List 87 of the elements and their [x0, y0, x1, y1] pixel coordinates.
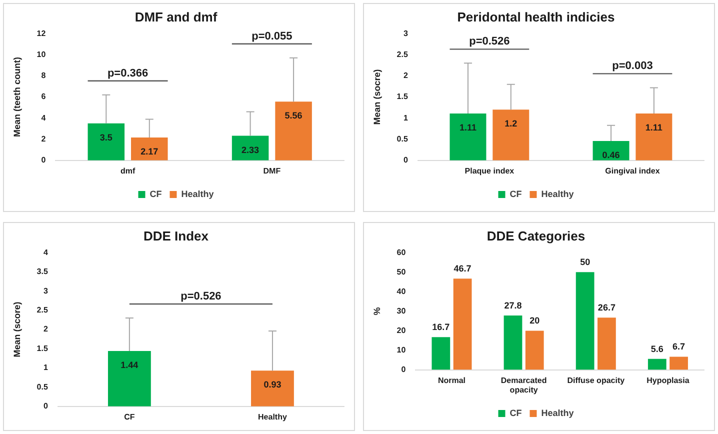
y-tick-label: 4: [43, 248, 48, 257]
y-tick-label: 0: [401, 365, 406, 374]
y-tick-label: 10: [36, 50, 46, 59]
y-tick-label: 3: [403, 28, 408, 38]
x-tick-label: Diffuse opacity: [567, 376, 626, 385]
annotation: p=0.366: [107, 67, 148, 80]
y-tick-label: 0: [43, 402, 48, 411]
data-label: 20: [530, 316, 540, 326]
bar: [670, 356, 688, 370]
x-tick-label: Demarcated opacity: [500, 376, 547, 394]
y-axis-title: Mean (socre): [372, 69, 382, 125]
bar: [525, 330, 544, 370]
y-tick-label: 20: [396, 326, 406, 335]
chart-title: DDE Categories: [486, 228, 586, 244]
bar: [453, 278, 472, 370]
data-label: 46.7: [454, 264, 472, 274]
legend-label: Healthy: [541, 188, 574, 199]
chart-title: Peridontal health indicies: [457, 9, 615, 24]
y-tick-label: 8: [41, 71, 46, 80]
legend-label: Healthy: [181, 188, 214, 199]
data-label: 0.93: [264, 380, 282, 390]
data-label: 1.44: [120, 360, 138, 370]
annotation: p=0.003: [612, 60, 653, 72]
y-tick-label: 2: [41, 134, 46, 144]
bar: [648, 358, 666, 370]
y-tick-label: 2: [43, 324, 48, 334]
y-tick-label: 2: [403, 71, 408, 80]
data-label: 50: [580, 257, 590, 268]
x-tick-label: Normal: [438, 376, 466, 385]
data-label: 3.5: [100, 132, 112, 142]
y-tick-label: 0: [41, 156, 46, 165]
data-label: 2.17: [140, 146, 158, 156]
x-tick-label: Plaque index: [464, 166, 515, 176]
bar: [492, 110, 530, 160]
y-tick-label: 0.5: [396, 134, 408, 144]
data-label: 1.11: [459, 122, 476, 132]
y-tick-label: 12: [36, 28, 46, 38]
data-label: 1.2: [504, 118, 518, 129]
y-tick-label: 4: [41, 113, 46, 122]
y-axis-title: %: [372, 307, 382, 316]
y-tick-label: 60: [396, 248, 406, 257]
annotation: p=0.055: [252, 30, 292, 42]
bar: [432, 337, 450, 370]
annotation: p=0.526: [180, 290, 222, 302]
y-tick-label: 2.5: [396, 50, 408, 59]
data-label: 5.56: [284, 110, 302, 121]
chart-title: DMF and dmf: [134, 9, 218, 24]
x-tick-label: dmf: [120, 166, 136, 176]
y-tick-label: 50: [396, 267, 406, 276]
y-tick-label: 1: [43, 363, 48, 372]
y-tick-label: 3.5: [36, 267, 48, 276]
y-axis-title: Mean (teeth count): [12, 57, 22, 137]
x-tick-label: Gingival index: [605, 166, 660, 176]
y-tick-label: 40: [396, 286, 406, 296]
y-tick-label: 3: [43, 286, 48, 296]
y-tick-label: 1: [403, 113, 408, 122]
bar: [576, 272, 594, 370]
x-tick-label: Hypoplasia: [646, 376, 690, 385]
y-axis-title: Mean (score): [12, 302, 22, 358]
y-tick-label: 30: [396, 306, 406, 316]
y-tick-label: 2.5: [36, 305, 48, 314]
y-tick-label: 1.5: [36, 344, 48, 353]
y-tick-label: 1.5: [396, 92, 408, 102]
x-tick-label: DMF: [263, 166, 281, 176]
annotation: p=0.526: [469, 36, 510, 48]
legend-label: CF: [150, 188, 162, 199]
bar: [131, 137, 168, 160]
bar: [275, 102, 312, 160]
data-label: 27.8: [504, 300, 522, 310]
data-label: 1.11: [645, 122, 662, 132]
data-label: 16.7: [432, 322, 450, 332]
data-label: 26.7: [598, 302, 616, 313]
data-label: 0.46: [602, 150, 620, 160]
data-label: 2.33: [242, 144, 260, 155]
y-tick-label: 6: [41, 92, 46, 102]
chart-title: DDE Index: [143, 228, 210, 244]
y-tick-label: 0.5: [36, 382, 48, 392]
legend-label: CF: [510, 188, 522, 199]
bar: [636, 113, 672, 160]
y-tick-label: 0: [403, 156, 408, 165]
bar: [598, 318, 616, 370]
y-tick-label: 10: [396, 345, 406, 354]
data-label: 5.6: [650, 344, 664, 354]
bar: [504, 316, 522, 370]
bar: [450, 113, 486, 160]
data-label: 6.7: [672, 342, 686, 352]
bar: [88, 123, 125, 160]
